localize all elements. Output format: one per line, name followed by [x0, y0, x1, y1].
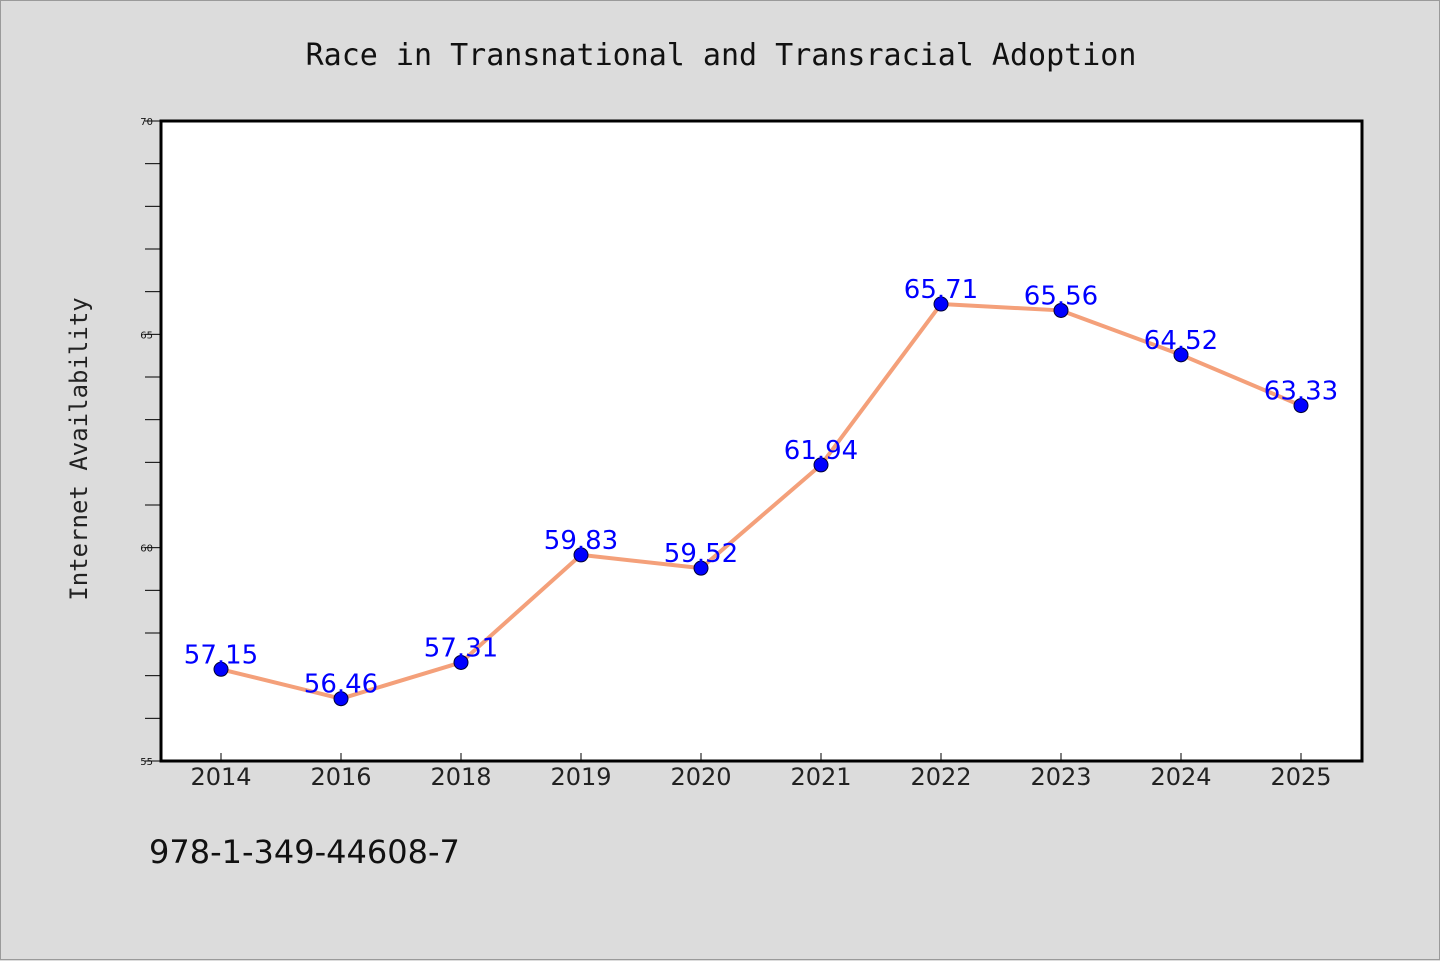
data-label: 57.31: [424, 633, 498, 663]
data-labels: 57.15 56.46 57.31 59.83 59.52 61.94 65.71 65.56…: [184, 275, 1338, 700]
data-label: 57.15: [184, 640, 258, 670]
data-point: [213, 661, 229, 677]
plot-border: [159, 119, 1364, 763]
data-point: [813, 457, 829, 473]
x-axis: 2014 2016 2018 2019 2020 2021 2022 2023 2024 2025: [190, 753, 1332, 791]
data-point: [693, 560, 709, 576]
x-tick-label: 2023: [1030, 763, 1091, 791]
y-tick-label: 65: [140, 330, 153, 341]
series-markers: [213, 296, 1309, 707]
x-tick-label: 2021: [790, 763, 851, 791]
plot-area: [161, 121, 1362, 761]
x-tick-label: 2025: [1270, 763, 1331, 791]
y-tick-label: 70: [140, 117, 153, 128]
data-label: 56.46: [304, 670, 378, 700]
data-label: 63.33: [1264, 377, 1338, 407]
x-tick-label: 2020: [670, 763, 731, 791]
data-label: 61.94: [784, 436, 858, 466]
data-label: 65.71: [904, 275, 978, 305]
data-point: [453, 654, 469, 670]
isbn-text: 978-1-349-44608-7: [149, 833, 460, 871]
x-tick-label: 2016: [310, 763, 371, 791]
data-label: 59.83: [544, 526, 618, 556]
y-axis: 55 60 65 70: [140, 117, 161, 768]
x-tick-label: 2014: [190, 763, 251, 791]
x-tick-label: 2018: [430, 763, 491, 791]
data-point: [1293, 398, 1309, 414]
data-label: 65.56: [1024, 281, 1098, 311]
y-tick-label: 55: [140, 757, 153, 768]
y-axis-label: Internet Availability: [65, 297, 93, 600]
data-label: 64.52: [1144, 326, 1218, 356]
data-point: [1053, 302, 1069, 318]
data-point: [333, 691, 349, 707]
x-tick-label: 2024: [1150, 763, 1211, 791]
chart-title: Race in Transnational and Transracial Ad…: [306, 38, 1137, 73]
series-line: [219, 302, 1303, 701]
y-tick-label: 60: [140, 544, 153, 555]
x-tick-label: 2019: [550, 763, 611, 791]
x-tick-label: 2022: [910, 763, 971, 791]
data-point: [573, 547, 589, 563]
data-point: [1173, 347, 1189, 363]
data-point: [933, 296, 949, 312]
data-label: 59.52: [664, 539, 738, 569]
